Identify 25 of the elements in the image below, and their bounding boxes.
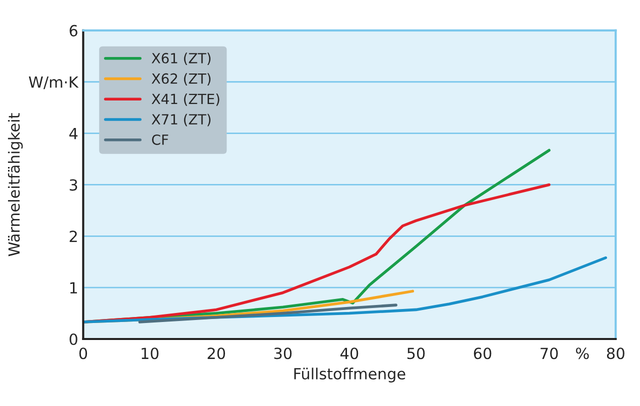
legend-label: X61 (ZT) — [152, 52, 210, 66]
x-tick-label: 40 — [340, 348, 358, 360]
y-tick-label: 1 — [70, 282, 77, 294]
x-tick-label: 50 — [407, 348, 425, 360]
x-tick-label: 20 — [208, 348, 226, 360]
y-tick-label: 0 — [70, 333, 78, 346]
legend-label: X71 (ZT) — [152, 114, 210, 126]
x-tick-label: 30 — [274, 348, 292, 360]
y-axis-title: Wärmeleitfähigkeit — [8, 113, 23, 256]
y-tick-label: 3 — [70, 179, 78, 191]
x-tick-label: % — [576, 348, 589, 360]
x-tick-label: 80 — [606, 348, 624, 360]
x-tick-label: 60 — [474, 348, 492, 360]
legend-label: CF — [152, 134, 168, 145]
y-tick-label: W/m·K — [28, 76, 79, 90]
y-tick-label: 2 — [70, 230, 77, 242]
legend-label: X62 (ZT) — [152, 73, 210, 86]
y-tick-label: 4 — [69, 128, 78, 140]
line-series — [138, 304, 398, 324]
x-tick-label: 0 — [79, 348, 88, 360]
y-tick-label: 6 — [70, 24, 78, 36]
x-axis-title: Füllstoffmenge — [294, 368, 406, 382]
legend-label: X41 (ZTE) — [152, 93, 220, 106]
x-tick-label: 10 — [142, 348, 158, 360]
x-tick-label: 70 — [540, 348, 558, 360]
